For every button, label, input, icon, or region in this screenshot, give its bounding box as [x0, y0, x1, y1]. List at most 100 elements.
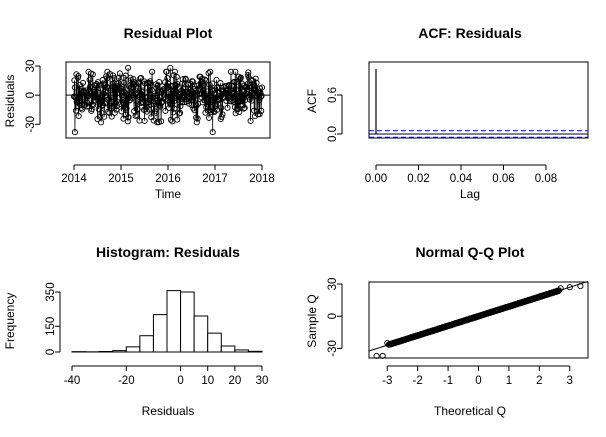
- residual-point: [242, 96, 249, 104]
- acf-panel: ACF: Residuals Lag ACF 0.00 0.02 0.04 0.06 0…: [305, 25, 589, 201]
- residual-point: [109, 80, 116, 88]
- residual-point: [235, 105, 242, 113]
- residual-point: [138, 91, 145, 98]
- residual-point: [86, 76, 93, 83]
- residual-point: [186, 86, 193, 93]
- residual-point: [218, 113, 225, 121]
- qq-plot-panel: Normal Q-Q Plot Theoretical Q Sample Q -…: [305, 244, 589, 418]
- residual-point: [245, 93, 253, 100]
- residual-plot-y-tick-label: -30: [25, 116, 37, 133]
- residual-point: [138, 88, 145, 95]
- residual-point: [116, 70, 123, 77]
- residual-point: [248, 77, 255, 84]
- acf-title: ACF: Residuals: [418, 25, 522, 41]
- residual-plot-x-tick-label: 2017: [202, 173, 228, 185]
- residual-point: [189, 96, 196, 103]
- residual-point: [124, 118, 131, 125]
- histogram-bar: [152, 314, 168, 353]
- residual-point: [199, 75, 206, 82]
- residual-point: [146, 90, 153, 97]
- residual-point: [213, 84, 220, 91]
- residual-point: [206, 81, 213, 88]
- histogram-x-tick-label: -20: [118, 375, 135, 387]
- residual-point: [71, 129, 78, 136]
- residual-point: [248, 97, 255, 104]
- residual-point: [171, 105, 178, 112]
- residual-point: [232, 68, 239, 75]
- residual-point: [131, 79, 138, 86]
- residual-point: [224, 86, 231, 93]
- histogram-x-tick-label: 0: [177, 375, 183, 387]
- acf-x-label: Lag: [460, 187, 480, 201]
- residual-plot-panel: Residual Plot Time Residuals 2014 2015 201…: [3, 25, 275, 201]
- residual-point: [146, 87, 153, 94]
- histogram-bar: [139, 335, 154, 353]
- residual-point: [209, 129, 216, 136]
- qq-plot-y-label: Sample Q: [305, 294, 319, 347]
- qq-point: [379, 352, 386, 359]
- qq-x-tick-label: 2: [536, 375, 542, 387]
- residual-point: [176, 109, 184, 116]
- residual-point: [72, 107, 80, 114]
- residual-point: [234, 88, 241, 95]
- residual-point: [253, 79, 260, 86]
- residual-point: [125, 64, 132, 71]
- residual-point: [228, 98, 235, 105]
- qq-plot-box: [368, 281, 589, 359]
- residual-point: [227, 68, 235, 75]
- residual-point: [249, 83, 256, 90]
- histogram-bar: [125, 346, 141, 353]
- residual-point: [98, 119, 105, 126]
- residual-point: [118, 108, 125, 115]
- residual-point: [97, 85, 104, 92]
- residual-point: [90, 88, 98, 96]
- residual-point: [145, 106, 153, 113]
- residual-point: [226, 82, 233, 90]
- residual-point: [101, 100, 108, 107]
- residual-point: [125, 114, 132, 121]
- residual-plot-y-tick-label: 30: [25, 60, 37, 73]
- residual-point: [132, 112, 139, 119]
- residual-point: [103, 83, 110, 90]
- residual-point: [256, 111, 263, 118]
- acf-y-label: ACF: [305, 89, 319, 113]
- histogram-x-tick-label: -40: [64, 375, 81, 387]
- residual-plot-x-tick-label: 2016: [155, 173, 181, 185]
- acf-x-tick-label: 0.06: [492, 173, 514, 185]
- residual-point: [209, 80, 216, 87]
- residual-point: [171, 68, 178, 75]
- residual-point: [89, 71, 96, 78]
- residual-point: [162, 107, 169, 114]
- residual-point: [197, 82, 204, 89]
- residual-plot-box: [65, 61, 271, 139]
- residual-point: [174, 116, 181, 123]
- histogram-title: Histogram: Residuals: [96, 244, 240, 260]
- residual-point: [164, 75, 171, 82]
- residual-point: [201, 76, 208, 83]
- residual-point: [99, 101, 107, 109]
- residual-point: [240, 95, 247, 102]
- residual-point: [138, 75, 145, 82]
- histogram-bar: [220, 345, 236, 353]
- residual-point: [149, 68, 156, 75]
- residual-point: [111, 74, 118, 82]
- residual-point: [114, 102, 121, 109]
- residual-point: [258, 84, 266, 91]
- qq-x-tick-label: 1: [506, 375, 512, 387]
- histogram-bar: [207, 332, 222, 353]
- residual-point: [219, 111, 226, 118]
- qq-x-tick-label: -3: [382, 375, 392, 387]
- histogram-bar: [234, 349, 249, 353]
- residual-point: [75, 112, 82, 120]
- residual-point: [207, 68, 214, 75]
- histogram-y-label: Frequency: [3, 293, 17, 350]
- residual-point: [205, 114, 213, 121]
- qq-plot-title: Normal Q-Q Plot: [416, 244, 525, 260]
- residual-plot-y-label: Residuals: [3, 75, 17, 128]
- residual-point: [165, 83, 172, 90]
- residual-point: [200, 82, 207, 89]
- residual-point: [224, 104, 231, 111]
- residual-point: [158, 118, 165, 125]
- residual-point: [151, 108, 158, 115]
- residual-point: [141, 117, 148, 124]
